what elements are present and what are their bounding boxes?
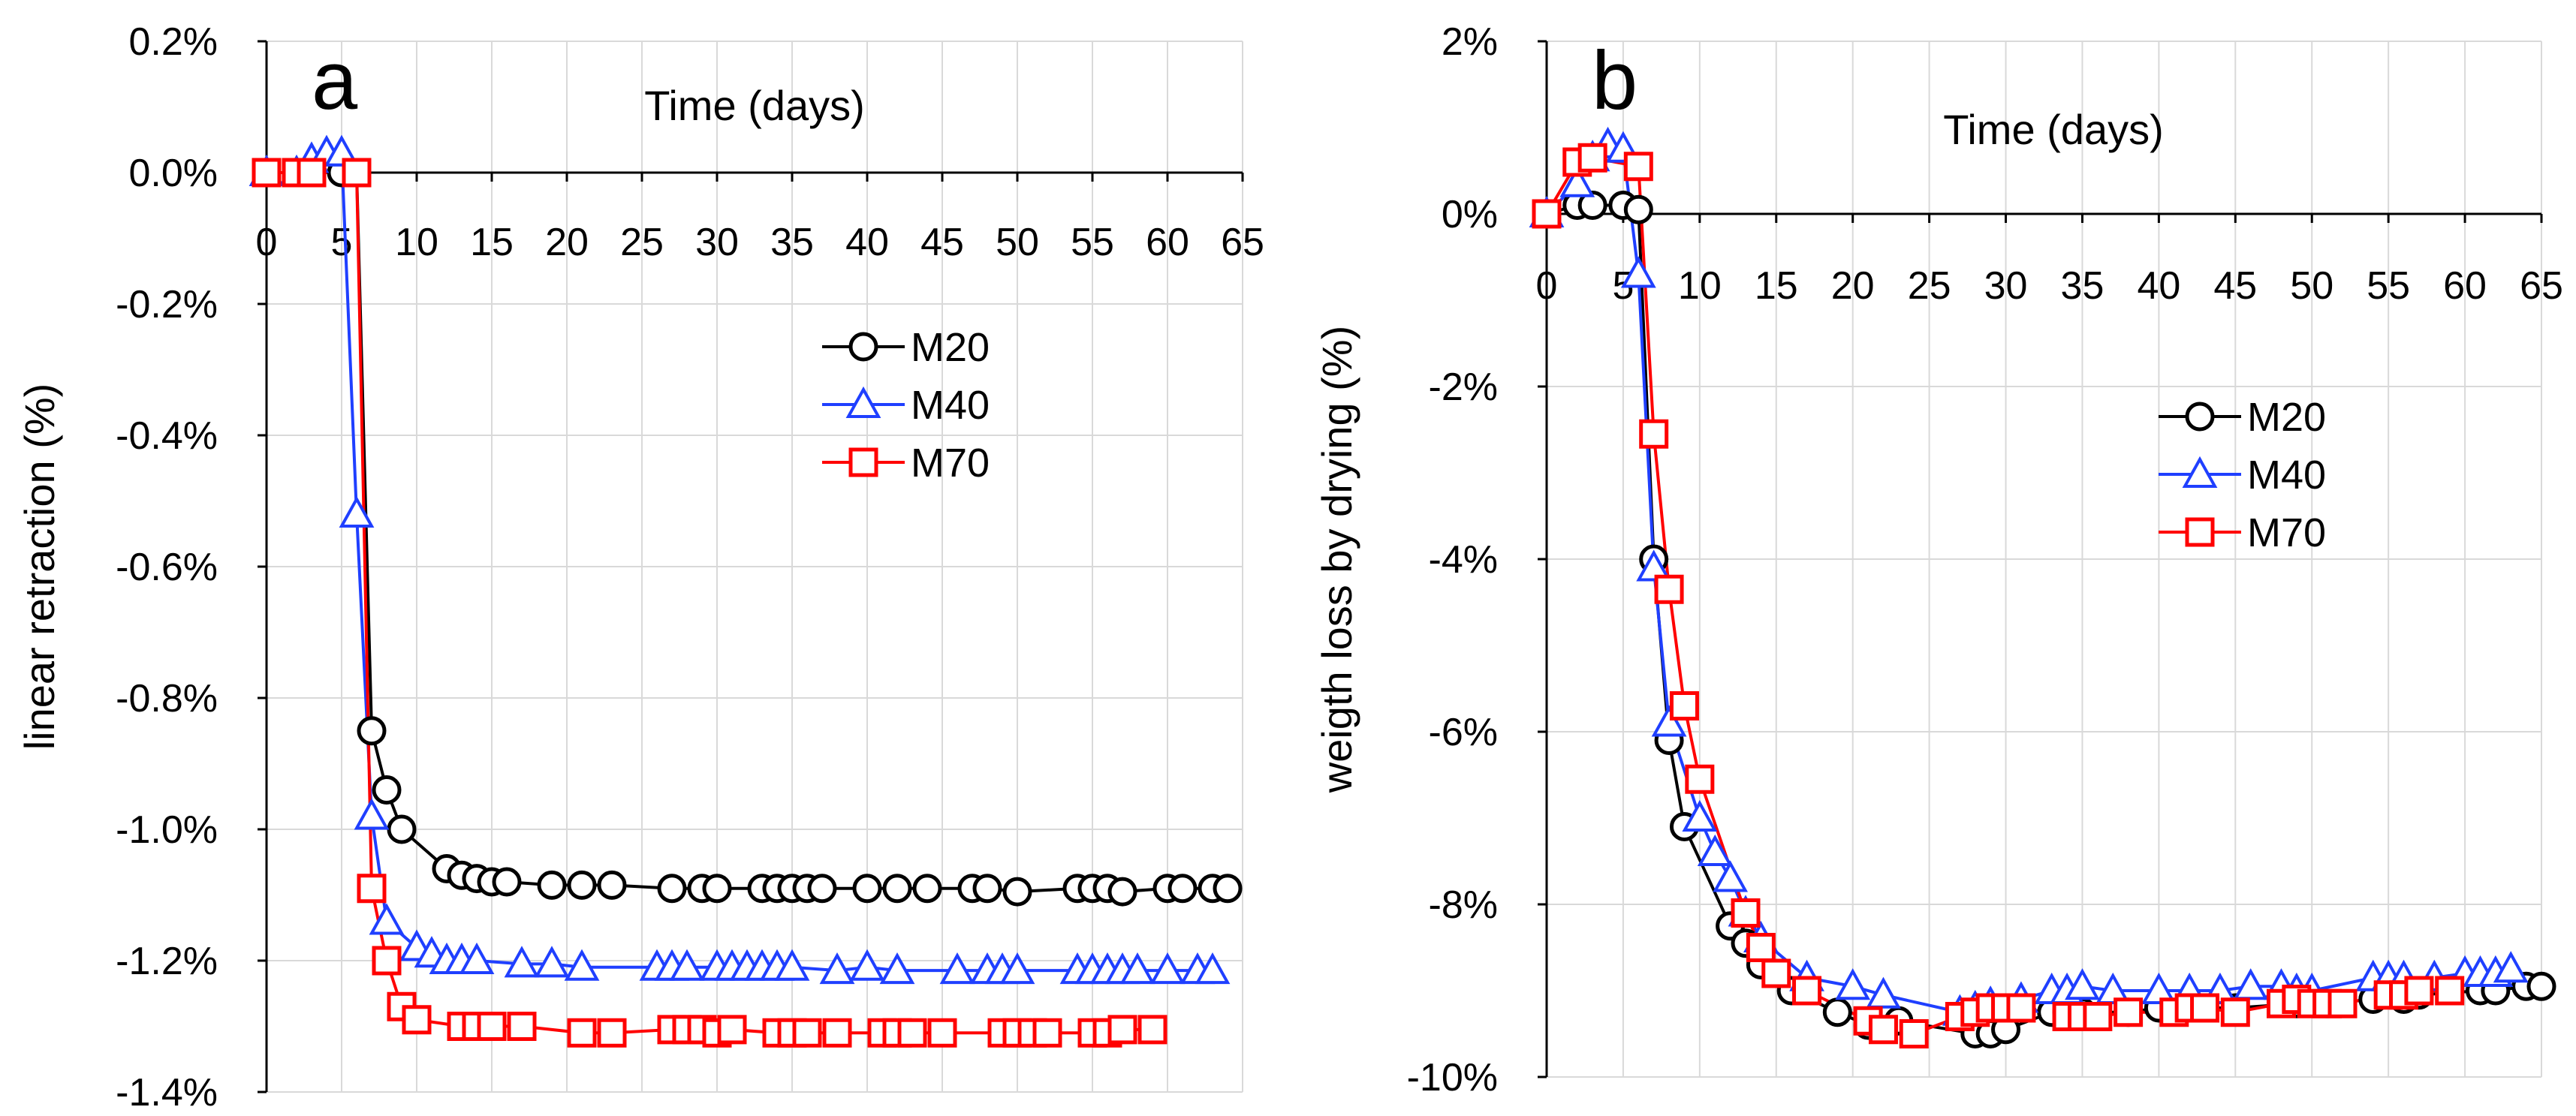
x-tick-label: 65 (1221, 221, 1264, 264)
data-point-m40 (819, 952, 855, 985)
data-point-m20 (702, 874, 732, 904)
y-tick-label: 0.0% (128, 152, 218, 195)
x-tick-label: 50 (996, 221, 1039, 264)
data-point-m70 (927, 1018, 957, 1048)
series-markers-m40 (249, 134, 1231, 985)
data-point-m20 (1167, 874, 1198, 904)
data-point-m20 (387, 814, 417, 844)
data-point-m20 (492, 867, 522, 897)
data-point-m40 (939, 952, 975, 985)
x-tick-label: 40 (845, 221, 889, 264)
data-point-m70 (507, 1012, 537, 1041)
data-point-m70 (252, 158, 282, 188)
x-tick-label: 60 (1146, 221, 1189, 264)
data-point-m20 (372, 775, 402, 805)
x-tick-label: 45 (920, 221, 964, 264)
data-point-m40 (669, 949, 705, 981)
x-tick-label: 20 (545, 221, 589, 264)
data-point-m20 (1002, 877, 1032, 907)
data-point-m70 (1137, 1015, 1167, 1045)
data-point-m20 (972, 874, 1002, 904)
data-point-m20 (882, 874, 912, 904)
x-tick-label: 35 (770, 221, 814, 264)
y-axis-title: linear retraction (%) (16, 384, 63, 751)
data-point-m40 (369, 903, 405, 935)
data-point-m70 (597, 1018, 627, 1048)
y-tick-label: -0.6% (116, 546, 218, 589)
data-point-m20 (657, 874, 687, 904)
data-point-m20 (852, 874, 882, 904)
panel-letter: a (312, 35, 358, 127)
data-point-m40 (1149, 952, 1186, 985)
data-point-m20 (1213, 874, 1243, 904)
data-point-m70 (402, 1005, 432, 1035)
data-point-m70 (342, 158, 372, 188)
data-point-m40 (534, 946, 570, 978)
data-point-m70 (372, 946, 402, 976)
legend-label-m20: M20 (911, 325, 990, 370)
legend-label-m40: M40 (911, 383, 990, 428)
y-tick-label: -1.2% (116, 940, 218, 983)
y-tick-label: -0.4% (116, 414, 218, 458)
data-point-m40 (879, 952, 915, 985)
data-point-m70 (297, 158, 327, 188)
data-point-m70 (567, 1018, 597, 1048)
legend-marker-m20 (848, 332, 878, 362)
y-tick-label: -0.8% (116, 677, 218, 720)
data-point-m20 (1107, 877, 1137, 907)
y-tick-label: -0.2% (116, 283, 218, 326)
data-point-m40 (504, 946, 540, 978)
data-point-m40 (1195, 952, 1231, 985)
y-tick-label: -1.4% (116, 1071, 218, 1114)
data-point-m20 (537, 870, 567, 900)
series-line-m40 (267, 151, 1213, 973)
data-point-m20 (807, 874, 837, 904)
data-point-m20 (357, 716, 387, 746)
data-point-m40 (339, 495, 375, 528)
series-line-m20 (267, 171, 1228, 894)
data-point-m20 (912, 874, 942, 904)
data-point-m70 (792, 1018, 822, 1048)
data-point-m40 (1119, 952, 1155, 985)
x-tick-label: 10 (395, 221, 438, 264)
data-point-m20 (597, 870, 627, 900)
data-point-m20 (567, 870, 597, 900)
x-tick-label: 15 (470, 221, 514, 264)
data-point-m40 (459, 942, 495, 974)
data-point-m70 (897, 1018, 927, 1048)
data-point-m40 (354, 798, 390, 830)
data-point-m40 (564, 949, 600, 981)
series-markers-m70 (252, 158, 1167, 1048)
data-point-m70 (477, 1012, 507, 1041)
data-point-m70 (1032, 1018, 1062, 1048)
legend-marker-m70 (848, 447, 878, 477)
x-tick-label: 30 (695, 221, 739, 264)
x-tick-label: 5 (331, 221, 353, 264)
x-axis-title: Time (days) (644, 82, 865, 129)
x-tick-label: 25 (620, 221, 664, 264)
data-point-m70 (357, 874, 387, 904)
data-point-m70 (1107, 1015, 1137, 1045)
x-tick-label: 55 (1071, 221, 1114, 264)
series-markers-m20 (252, 158, 1243, 907)
data-point-m40 (774, 949, 810, 981)
data-point-m40 (849, 949, 885, 981)
data-point-m70 (717, 1015, 747, 1045)
data-point-m70 (822, 1018, 852, 1048)
y-tick-label: 0.2% (128, 20, 218, 64)
y-tick-label: -1.0% (116, 808, 218, 852)
legend-label-m70: M70 (911, 441, 990, 486)
legend-marker-m40 (845, 386, 881, 418)
data-point-m40 (999, 952, 1035, 985)
